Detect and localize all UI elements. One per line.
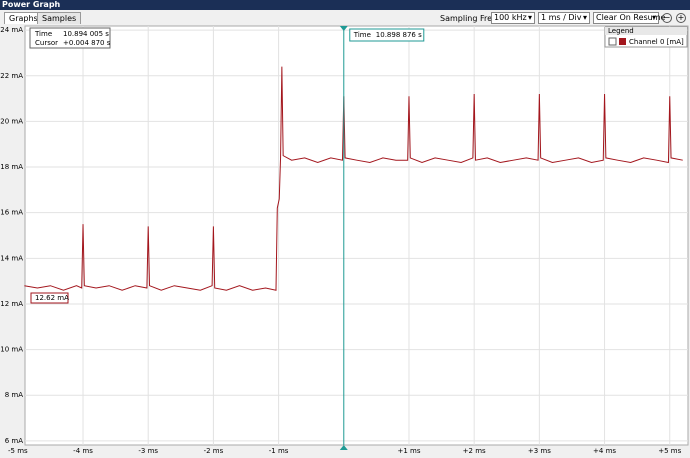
info-value: +0.004 870 s bbox=[63, 39, 111, 47]
cursor-label: Time bbox=[353, 31, 371, 39]
x-tick-label: +5 ms bbox=[658, 447, 681, 455]
legend-checkbox[interactable] bbox=[608, 37, 617, 46]
label: Sampling Freq.: bbox=[440, 14, 503, 23]
y-tick-label: 10 mA bbox=[0, 346, 23, 354]
y-tick-label: 24 mA bbox=[0, 26, 23, 34]
x-tick-label: +2 ms bbox=[463, 447, 486, 455]
info-box: Time 10.894 005 s Cursor +0.004 870 s bbox=[29, 27, 111, 49]
value-label: 12.62 mA bbox=[35, 294, 69, 302]
dropdown[interactable]: 100 kHz bbox=[491, 12, 535, 24]
value-label-frame bbox=[30, 292, 69, 304]
x-tick-label: -5 ms bbox=[8, 447, 28, 455]
cursor-value: 10.898 876 s bbox=[376, 31, 422, 39]
x-tick-label: -1 ms bbox=[269, 447, 289, 455]
legend-swatch bbox=[619, 38, 626, 45]
x-tick-label: -4 ms bbox=[73, 447, 93, 455]
y-tick-label: 22 mA bbox=[0, 72, 23, 80]
tab[interactable]: Samples bbox=[37, 12, 82, 24]
x-tick-label: +3 ms bbox=[528, 447, 551, 455]
info-frame bbox=[29, 27, 111, 49]
legend: Legend Channel 0 [mA] bbox=[604, 26, 688, 48]
info-label: Time bbox=[34, 30, 52, 38]
y-tick-label: 8 mA bbox=[5, 391, 23, 399]
x-tick-label: +1 ms bbox=[397, 447, 420, 455]
y-tick-label: 20 mA bbox=[0, 117, 23, 125]
legend-title: Legend bbox=[608, 27, 634, 35]
dropdown[interactable]: Clear On Resume bbox=[593, 12, 665, 24]
x-tick-label: -2 ms bbox=[204, 447, 224, 455]
x-tick-label: -3 ms bbox=[138, 447, 158, 455]
y-tick-label: 18 mA bbox=[0, 163, 23, 171]
zoom-out-button[interactable]: − bbox=[662, 13, 672, 23]
zoom-in-button[interactable]: + bbox=[676, 13, 686, 23]
plot-area bbox=[24, 25, 689, 446]
cursor-handle bbox=[339, 26, 348, 31]
cursor-handle bbox=[339, 445, 348, 450]
window-title: Power Graph bbox=[0, 0, 690, 10]
info-label: Cursor bbox=[35, 39, 58, 47]
y-tick-label: 14 mA bbox=[0, 254, 23, 262]
legend-header bbox=[605, 27, 687, 35]
y-tick-label: 12 mA bbox=[0, 300, 23, 308]
info-value: 10.894 005 s bbox=[63, 30, 109, 38]
dropdown[interactable]: 1 ms / Div bbox=[538, 12, 590, 24]
y-tick-label: 6 mA bbox=[5, 437, 23, 445]
x-tick-label: +4 ms bbox=[593, 447, 616, 455]
legend-label: Channel 0 [mA] bbox=[629, 38, 684, 46]
y-tick-label: 16 mA bbox=[0, 209, 23, 217]
cursor-box bbox=[349, 28, 425, 42]
